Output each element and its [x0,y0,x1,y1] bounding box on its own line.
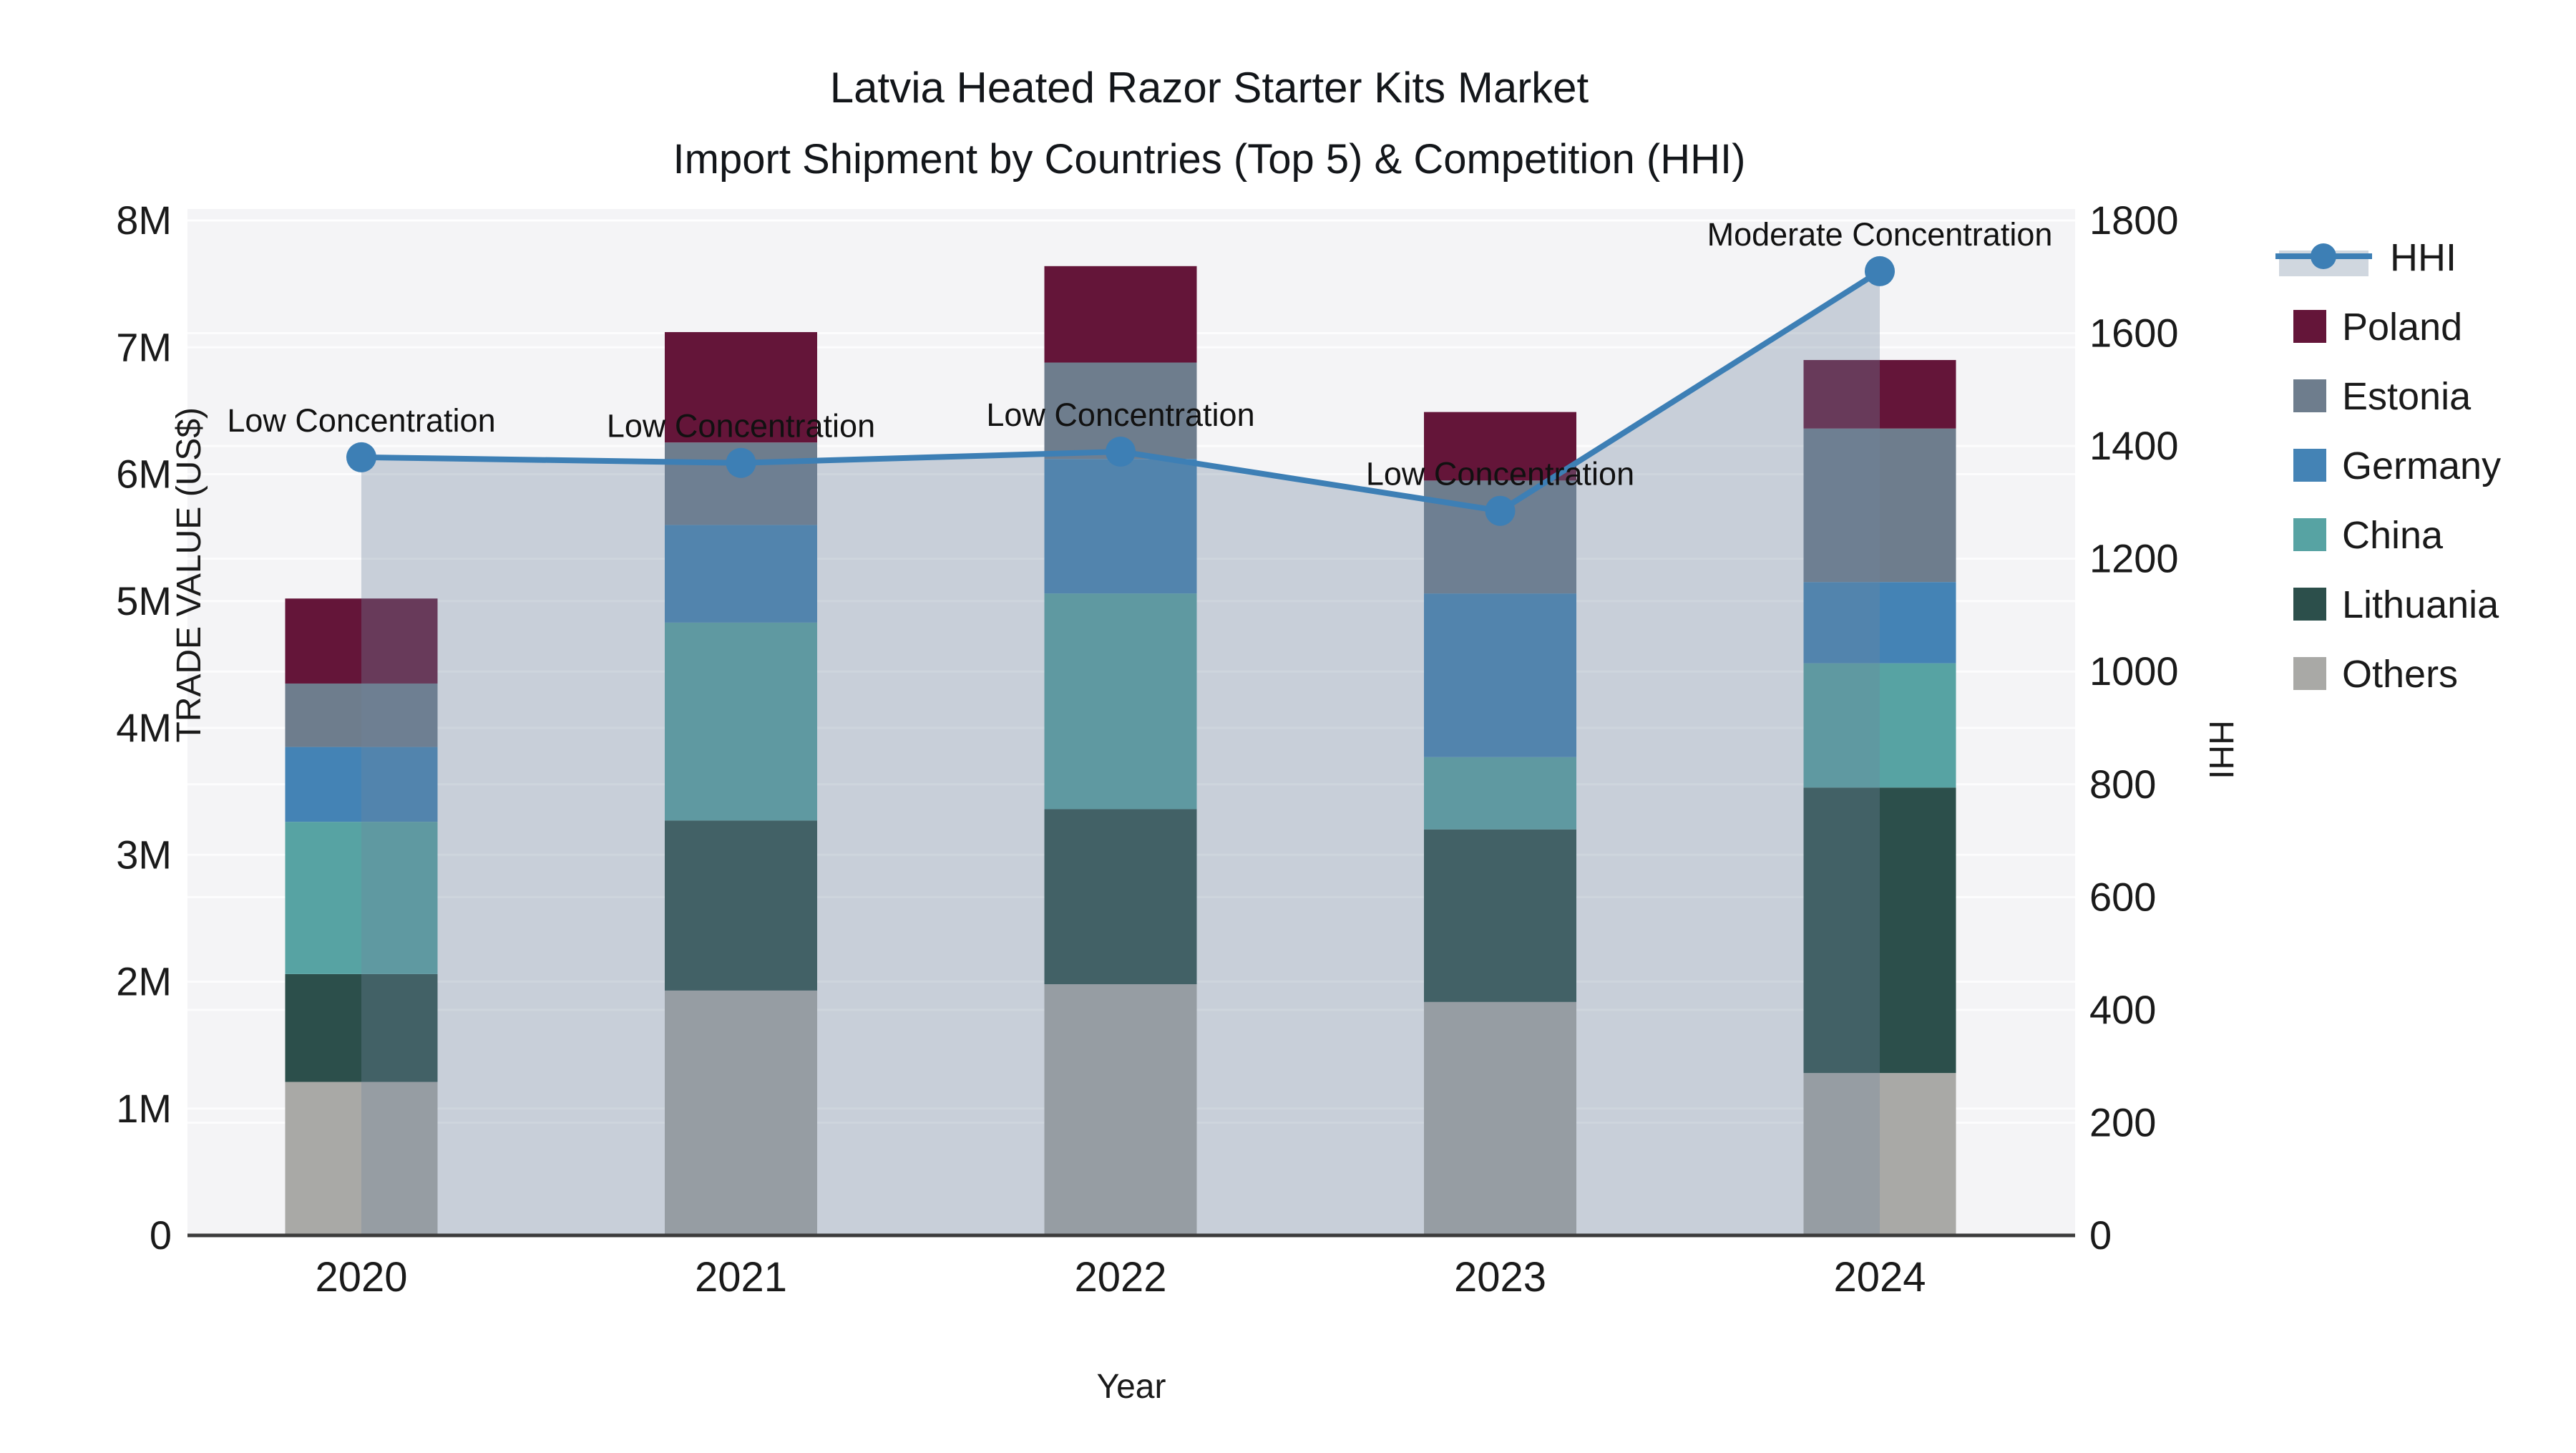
bar-segment-2020-estonia[interactable] [285,683,438,747]
legend-label-poland: Poland [2342,306,2462,349]
bar-segment-2024-china[interactable] [1803,663,1956,788]
legend-item-estonia[interactable] [2293,379,2326,412]
right-tick-1600: 1600 [2089,311,2179,356]
left-tick-6M: 6M [116,452,172,497]
chart-title: Latvia Heated Razor Starter Kits Market … [0,63,2419,183]
legend-swatch-lithuania [2293,588,2326,621]
right-tick-800: 800 [2089,762,2156,807]
bar-segment-2022-poland[interactable] [1044,266,1197,363]
bar-segment-2022-germany[interactable] [1044,459,1197,594]
bar-segment-2023-others[interactable] [1424,1001,1576,1235]
right-tick-1400: 1400 [2089,423,2179,468]
legend-swatch-others [2293,657,2326,690]
x-tick-2022: 2022 [1074,1254,1166,1301]
x-axis-title: Year [1096,1368,1166,1406]
bar-segment-2023-poland[interactable] [1424,412,1576,481]
hhi-marker-2020[interactable] [346,442,376,472]
bar-segment-2024-germany[interactable] [1803,582,1956,664]
bar-segment-2022-lithuania[interactable] [1044,809,1197,985]
bar-segment-2024-estonia[interactable] [1803,428,1956,583]
bar-segment-2022-others[interactable] [1044,984,1197,1235]
legend-swatch-china [2293,518,2326,551]
legend-item-hhi[interactable] [2275,243,2372,276]
legend-item-germany[interactable] [2293,449,2326,482]
chart-title-line1: Latvia Heated Razor Starter Kits Market [829,64,1589,112]
right-tick-600: 600 [2089,874,2156,919]
right-tick-1200: 1200 [2089,536,2179,581]
left-tick-2M: 2M [116,959,172,1004]
legend-item-poland[interactable] [2293,310,2326,343]
legend-swatch-estonia [2293,379,2326,412]
right-axis-title: HHI [2201,720,2240,779]
hhi-marker-2022[interactable] [1106,436,1136,467]
x-tick-2024: 2024 [1833,1254,1926,1301]
bar-segment-2020-others[interactable] [285,1082,438,1235]
right-tick-0: 0 [2089,1213,2112,1258]
bar-segment-2020-china[interactable] [285,822,438,974]
hhi-marker-2023[interactable] [1485,495,1516,526]
bar-segment-2023-germany[interactable] [1424,593,1576,757]
left-tick-1M: 1M [116,1086,172,1131]
left-tick-3M: 3M [116,832,172,877]
bar-segment-2020-lithuania[interactable] [285,973,438,1082]
left-tick-0: 0 [150,1213,172,1258]
legend-label-others: Others [2342,653,2458,696]
x-tick-2020: 2020 [315,1254,407,1301]
legend-label-china: China [2342,514,2444,557]
bar-segment-2021-germany[interactable] [665,525,817,623]
bar-segment-2024-lithuania[interactable] [1803,787,1956,1074]
left-axis-title: TRADE VALUE (US$) [170,407,208,743]
right-tick-1800: 1800 [2089,198,2179,243]
legend-label-hhi: HHI [2390,236,2457,279]
left-tick-4M: 4M [116,705,172,750]
left-tick-7M: 7M [116,324,172,369]
right-tick-200: 200 [2089,1099,2156,1145]
legend-item-others[interactable] [2293,657,2326,690]
bar-segment-2022-china[interactable] [1044,593,1197,810]
hhi-marker-2024[interactable] [1865,256,1895,286]
left-tick-5M: 5M [116,578,172,623]
bar-segment-2023-china[interactable] [1424,757,1576,830]
bar-segment-2021-china[interactable] [665,622,817,821]
right-tick-1000: 1000 [2089,648,2179,694]
legend-item-china[interactable] [2293,518,2326,551]
right-tick-400: 400 [2089,987,2156,1032]
annotation-2024: Moderate Concentration [1707,216,2053,253]
legend-swatch-germany [2293,449,2326,482]
bar-segment-2024-poland[interactable] [1803,359,1956,429]
annotation-2021: Low Concentration [607,408,875,444]
annotation-2022: Low Concentration [986,397,1254,433]
legend-label-lithuania: Lithuania [2342,583,2499,626]
bar-segment-2020-germany[interactable] [285,747,438,822]
bar-segment-2024-others[interactable] [1803,1073,1956,1235]
bar-segment-2021-poland[interactable] [665,331,817,443]
chart-title-line2: Import Shipment by Countries (Top 5) & C… [673,136,1746,183]
bar-segment-2021-others[interactable] [665,990,817,1235]
legend-label-estonia: Estonia [2342,375,2472,418]
left-tick-8M: 8M [116,198,172,243]
legend-item-lithuania[interactable] [2293,588,2326,621]
bar-segment-2023-lithuania[interactable] [1424,829,1576,1002]
x-tick-2021: 2021 [695,1254,787,1301]
annotation-2020: Low Concentration [227,402,495,439]
legend-label-germany: Germany [2342,444,2501,487]
bar-segment-2021-lithuania[interactable] [665,820,817,991]
x-tick-2023: 2023 [1454,1254,1546,1301]
hhi-marker-2021[interactable] [726,447,756,478]
legend-swatch-poland [2293,310,2326,343]
bar-segment-2020-poland[interactable] [285,598,438,684]
legend-hhi-marker-swatch [2311,243,2336,269]
annotation-2023: Low Concentration [1366,456,1634,492]
